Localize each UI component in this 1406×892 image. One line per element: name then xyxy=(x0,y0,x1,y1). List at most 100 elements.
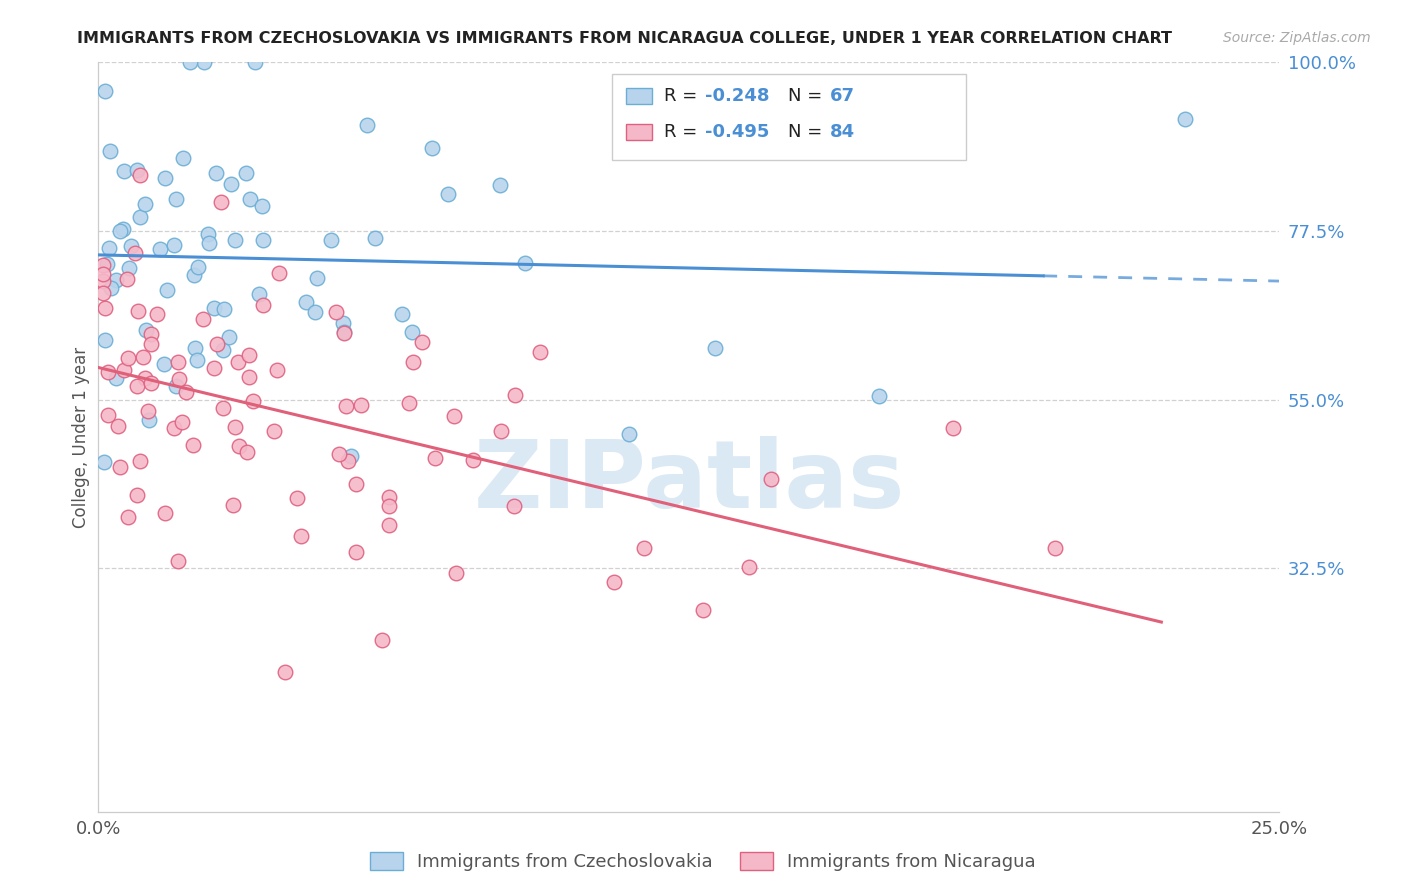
Point xyxy=(181,438,204,452)
Point xyxy=(218,329,240,343)
Point xyxy=(266,363,288,377)
Point xyxy=(402,355,425,369)
Point xyxy=(170,415,193,429)
Point xyxy=(420,141,443,155)
Point xyxy=(136,404,159,418)
Point xyxy=(127,163,149,178)
Point xyxy=(761,472,783,486)
Point xyxy=(529,344,551,359)
Point xyxy=(489,178,512,192)
Point xyxy=(127,303,149,318)
Point xyxy=(344,545,367,559)
Text: 84: 84 xyxy=(830,123,855,141)
Point xyxy=(146,307,169,321)
Point xyxy=(172,152,194,166)
Point xyxy=(184,341,207,355)
Point xyxy=(132,350,155,364)
Point xyxy=(307,270,329,285)
Point xyxy=(350,398,373,412)
Point xyxy=(325,305,347,319)
Point xyxy=(243,55,266,70)
Point xyxy=(371,632,394,647)
Point xyxy=(274,665,297,679)
Point xyxy=(252,298,274,312)
Point xyxy=(295,295,318,310)
Point xyxy=(202,301,225,315)
Point xyxy=(221,178,243,192)
Point xyxy=(238,348,260,362)
Point xyxy=(222,498,245,512)
Point xyxy=(91,274,114,288)
Point xyxy=(104,370,127,384)
Point xyxy=(236,445,259,459)
Point xyxy=(112,363,135,377)
Point xyxy=(91,267,114,281)
Point xyxy=(138,413,160,427)
Point xyxy=(205,337,228,351)
Point xyxy=(148,242,170,256)
Point xyxy=(153,171,176,186)
Text: -0.495: -0.495 xyxy=(706,123,770,141)
Point xyxy=(186,352,208,367)
Point xyxy=(398,395,420,409)
Text: Source: ZipAtlas.com: Source: ZipAtlas.com xyxy=(1223,31,1371,45)
Point xyxy=(135,323,157,337)
Point xyxy=(443,409,465,424)
Point xyxy=(224,420,246,434)
Point xyxy=(224,233,246,247)
Point xyxy=(378,500,401,514)
Point xyxy=(191,311,214,326)
Point xyxy=(129,168,152,182)
Point xyxy=(179,55,201,70)
Point xyxy=(321,233,343,247)
Point xyxy=(633,541,655,556)
Point xyxy=(515,256,537,270)
Point xyxy=(252,233,274,247)
Text: IMMIGRANTS FROM CZECHOSLOVAKIA VS IMMIGRANTS FROM NICARAGUA COLLEGE, UNDER 1 YEA: IMMIGRANTS FROM CZECHOSLOVAKIA VS IMMIGR… xyxy=(77,31,1173,46)
Point xyxy=(868,389,890,403)
Point xyxy=(98,144,121,158)
Text: ZIPatlas: ZIPatlas xyxy=(474,436,904,528)
Point xyxy=(267,266,290,280)
Point xyxy=(110,224,132,238)
Point xyxy=(187,260,209,275)
Point xyxy=(239,192,262,206)
Point xyxy=(378,490,401,504)
Point xyxy=(156,283,179,297)
Point xyxy=(463,453,485,467)
Point xyxy=(94,333,117,347)
Point xyxy=(247,287,270,301)
Point xyxy=(333,326,356,340)
Point xyxy=(112,163,135,178)
Point xyxy=(340,450,363,464)
Text: N =: N = xyxy=(789,87,828,105)
Point xyxy=(238,370,260,384)
Point xyxy=(304,304,326,318)
Point xyxy=(209,194,232,209)
Point xyxy=(93,286,115,301)
Point xyxy=(692,603,714,617)
Point xyxy=(197,227,219,241)
Point xyxy=(167,554,190,568)
Point xyxy=(183,268,205,282)
Point xyxy=(167,372,190,386)
Point xyxy=(129,454,152,468)
Point xyxy=(97,365,120,379)
Point xyxy=(176,384,198,399)
Point xyxy=(738,559,761,574)
Point xyxy=(503,388,526,402)
Point xyxy=(212,401,235,415)
Point xyxy=(124,245,146,260)
Point xyxy=(344,476,367,491)
Text: -0.248: -0.248 xyxy=(706,87,770,105)
Point xyxy=(425,451,447,466)
Point xyxy=(332,316,354,330)
Point xyxy=(437,187,460,202)
Point xyxy=(704,341,727,355)
Point xyxy=(603,575,626,590)
Point xyxy=(204,361,226,376)
Point xyxy=(139,376,162,391)
Point xyxy=(125,488,148,502)
Point xyxy=(134,371,156,385)
Point xyxy=(97,241,120,255)
